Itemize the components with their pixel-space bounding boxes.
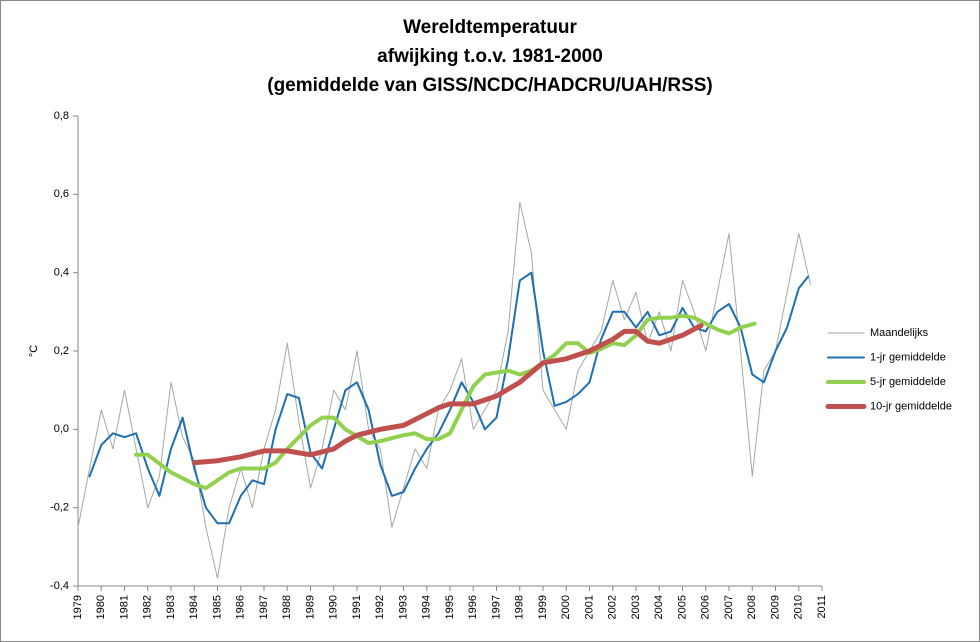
x-tick-label: 1982 bbox=[142, 595, 154, 619]
x-tick-label: 1983 bbox=[165, 595, 177, 619]
x-tick-label: 2002 bbox=[607, 595, 619, 619]
x-tick-label: 2001 bbox=[583, 595, 595, 619]
x-tick-label: 2010 bbox=[793, 595, 805, 619]
x-tick-label: 1996 bbox=[467, 595, 479, 619]
y-tick-label: -0,2 bbox=[50, 502, 69, 514]
chart-title: afwijking t.o.v. 1981-2000 bbox=[377, 46, 603, 67]
x-tick-label: 2004 bbox=[653, 595, 665, 619]
x-tick-label: 1979 bbox=[72, 595, 84, 619]
series-line bbox=[191, 323, 704, 466]
y-tick-label: 0,4 bbox=[54, 267, 69, 279]
x-tick-label: 2011 bbox=[816, 595, 828, 619]
x-tick-label: 1984 bbox=[188, 595, 200, 619]
y-tick-label: 0,0 bbox=[54, 423, 69, 435]
y-tick-label: -0,4 bbox=[50, 580, 69, 592]
x-tick-label: 1989 bbox=[304, 595, 316, 619]
x-tick-label: 1995 bbox=[444, 595, 456, 619]
y-axis-label: °C bbox=[28, 345, 40, 357]
y-tick-label: 0,6 bbox=[54, 188, 69, 200]
x-tick-label: 1988 bbox=[281, 595, 293, 619]
x-tick-label: 1993 bbox=[397, 595, 409, 619]
x-tick-label: 1981 bbox=[118, 595, 130, 619]
x-tick-label: 1990 bbox=[328, 595, 340, 619]
series-line bbox=[134, 313, 757, 491]
legend-label: 1-jr gemiddelde bbox=[870, 351, 946, 363]
legend-label: Maandelijks bbox=[870, 327, 929, 339]
x-tick-label: 1986 bbox=[235, 595, 247, 619]
x-tick-label: 2009 bbox=[769, 595, 781, 619]
y-tick-label: 0,8 bbox=[54, 110, 69, 122]
x-tick-label: 1997 bbox=[490, 595, 502, 619]
x-tick-label: 1994 bbox=[421, 595, 433, 619]
x-tick-label: 2006 bbox=[700, 595, 712, 619]
chart-title: (gemiddelde van GISS/NCDC/HADCRU/UAH/RSS… bbox=[267, 75, 713, 96]
x-tick-label: 1992 bbox=[374, 595, 386, 619]
x-tick-label: 2000 bbox=[560, 595, 572, 619]
x-tick-label: 1998 bbox=[514, 595, 526, 619]
x-tick-label: 1987 bbox=[258, 595, 270, 619]
x-tick-label: 2007 bbox=[723, 595, 735, 619]
legend-label: 10-jr gemiddelde bbox=[870, 400, 952, 412]
x-tick-label: 1980 bbox=[95, 595, 107, 619]
series-line bbox=[88, 271, 810, 525]
x-tick-label: 2003 bbox=[630, 595, 642, 619]
legend-label: 5-jr gemiddelde bbox=[870, 376, 946, 388]
x-tick-label: 2005 bbox=[676, 595, 688, 619]
chart-title: Wereldtemperatuur bbox=[403, 17, 577, 38]
x-tick-label: 1985 bbox=[211, 595, 223, 619]
x-tick-label: 2008 bbox=[746, 595, 758, 619]
x-tick-label: 1999 bbox=[537, 595, 549, 619]
series-line bbox=[77, 201, 811, 579]
x-tick-label: 1991 bbox=[351, 595, 363, 619]
y-tick-label: 0,2 bbox=[54, 345, 69, 357]
